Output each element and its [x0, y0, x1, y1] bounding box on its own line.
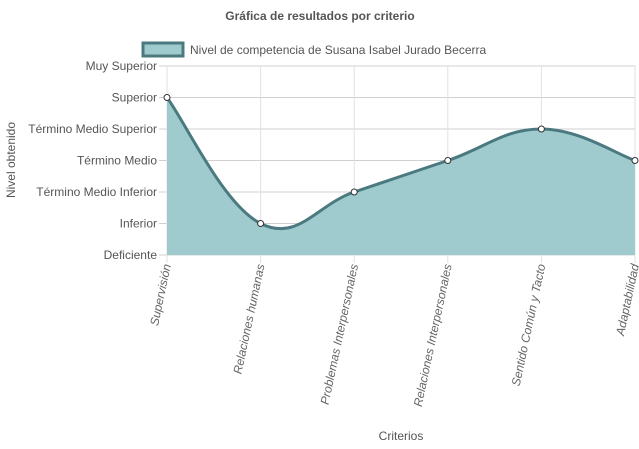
- y-tick-label: Deficiente: [104, 248, 158, 262]
- y-tick-label: Inferior: [120, 217, 157, 231]
- legend[interactable]: Nivel de competencia de Susana Isabel Ju…: [141, 41, 487, 58]
- data-point[interactable]: [163, 94, 171, 101]
- data-point[interactable]: [257, 220, 265, 227]
- legend-swatch: [141, 41, 185, 58]
- data-point[interactable]: [631, 157, 639, 164]
- data-points: [163, 94, 639, 227]
- x-tick-label: Supervisión: [147, 262, 174, 327]
- y-tick-label: Muy Superior: [86, 59, 157, 73]
- y-tick-label: Término Medio Superior: [28, 122, 157, 136]
- x-tick-label: Sentido Común y Tacto: [509, 262, 549, 387]
- x-tick-label: Relaciones Interpersonales: [411, 263, 455, 408]
- y-axis-ticks: Deficiente Inferior Término Medio Inferior…: [28, 59, 157, 262]
- series-line: [165, 96, 636, 231]
- x-tick-label: Adaptabilidad: [613, 262, 639, 337]
- y-tick-label: Superior: [112, 91, 157, 105]
- data-point[interactable]: [537, 125, 545, 133]
- x-tick-label: Problemas Interpersonales: [318, 263, 362, 406]
- x-axis-ticks: Supervisión Relaciones humanas Problemas I…: [147, 262, 639, 407]
- x-axis-title: Criterios: [379, 429, 424, 443]
- y-tick-label: Término Medio Inferior: [36, 185, 157, 199]
- chart-title: Gráfica de resultados por criterio: [225, 9, 414, 23]
- x-tick-label: Relaciones humanas: [231, 263, 268, 376]
- data-point[interactable]: [444, 157, 452, 164]
- y-axis-title: Nivel obtenido: [4, 122, 18, 198]
- data-point[interactable]: [350, 188, 358, 196]
- y-tick-label: Término Medio: [77, 154, 157, 168]
- legend-label: Nivel de competencia de Susana Isabel Ju…: [190, 43, 487, 57]
- series-area: [165, 96, 636, 255]
